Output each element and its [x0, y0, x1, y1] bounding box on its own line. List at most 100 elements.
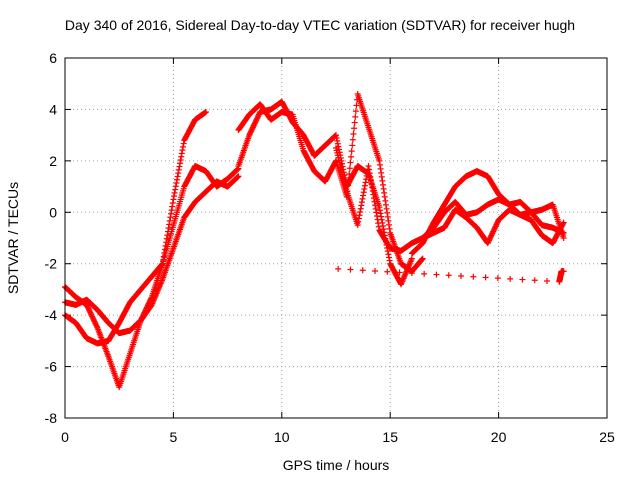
data-point — [174, 176, 181, 183]
data-point — [359, 195, 366, 202]
y-tick-label: -8 — [45, 410, 58, 426]
data-point — [170, 196, 177, 203]
data-point — [382, 197, 389, 204]
data-point — [371, 198, 378, 205]
data-point — [171, 193, 178, 200]
data-point — [347, 159, 354, 166]
data-point — [352, 108, 359, 115]
data-point — [373, 213, 380, 219]
y-tick-label: -2 — [45, 256, 58, 272]
x-tick-label: 20 — [491, 429, 507, 445]
data-point — [382, 201, 389, 208]
data-point — [158, 261, 165, 268]
data-point — [363, 172, 370, 179]
data-point — [470, 273, 477, 280]
data-point — [347, 266, 354, 273]
data-point — [360, 189, 367, 196]
data-point — [355, 215, 362, 222]
data-point — [169, 200, 176, 206]
data-point — [375, 223, 382, 230]
data-point — [175, 170, 182, 177]
data-point — [178, 153, 185, 160]
data-point — [178, 150, 185, 157]
data-point — [531, 277, 538, 284]
series-trace-a — [62, 109, 209, 391]
data-point — [346, 171, 353, 177]
data-point — [379, 177, 386, 184]
x-tick-label: 15 — [382, 429, 398, 445]
data-point — [172, 186, 179, 193]
series-trace-b — [62, 163, 242, 347]
x-tick-label: 5 — [170, 429, 178, 445]
data-point — [349, 142, 356, 149]
x-tick-label: 25 — [599, 429, 615, 445]
data-point — [560, 268, 567, 275]
data-point — [333, 132, 339, 139]
data-point — [173, 180, 180, 186]
x-axis-label: GPS time / hours — [283, 457, 390, 473]
data-point — [358, 199, 365, 206]
data-point — [560, 219, 567, 226]
data-point — [202, 109, 209, 115]
data-point — [356, 212, 363, 219]
data-point — [349, 136, 356, 143]
data-point — [384, 209, 391, 216]
y-axis-label: SDTVAR / TECUs — [5, 182, 21, 294]
y-tick-label: 0 — [49, 204, 57, 220]
data-point — [385, 254, 392, 261]
data-point — [360, 192, 367, 199]
data-point — [372, 202, 379, 209]
data-point — [365, 163, 372, 169]
data-point — [378, 169, 385, 176]
y-tick-label: 2 — [49, 153, 57, 169]
data-point — [482, 274, 489, 281]
data-point — [374, 216, 381, 223]
data-point — [334, 137, 341, 144]
data-point — [359, 267, 366, 274]
data-point — [377, 165, 384, 172]
chart-title: Day 340 of 2016, Sidereal Day-to-day VTE… — [65, 17, 575, 33]
data-point — [433, 271, 440, 278]
x-tick-label: 0 — [61, 429, 69, 445]
y-tick-label: 4 — [49, 101, 57, 117]
data-point — [419, 255, 426, 262]
data-point — [352, 113, 359, 120]
data-point — [375, 220, 382, 227]
data-point — [381, 193, 388, 200]
data-point — [174, 173, 181, 180]
data-point — [560, 220, 567, 227]
data-point — [408, 255, 415, 262]
data-point — [171, 189, 178, 196]
axis-ticks: 0 5 10 15 20 25 -8 -6 -4 -2 0 2 4 6 — [45, 50, 615, 445]
data-point — [350, 131, 357, 137]
data-point — [385, 221, 392, 228]
data-point — [175, 166, 182, 173]
data-point — [180, 140, 187, 147]
series-trace-i — [335, 265, 567, 285]
data-point — [372, 268, 379, 274]
data-point — [179, 147, 186, 154]
data-point — [177, 157, 184, 163]
data-point — [351, 125, 358, 132]
data-point — [348, 153, 355, 160]
data-point — [379, 223, 386, 229]
plot-frame — [64, 57, 608, 419]
data-point — [381, 189, 388, 196]
data-point — [172, 183, 179, 190]
y-tick-label: 6 — [49, 50, 57, 66]
data-point — [357, 205, 364, 212]
data-point — [165, 225, 172, 231]
data-point — [370, 195, 377, 202]
data-point — [176, 163, 183, 170]
data-point — [507, 275, 514, 282]
data-point — [372, 205, 379, 212]
data-point — [386, 225, 393, 232]
data-point — [367, 177, 374, 184]
data-point — [362, 179, 369, 186]
data-point — [361, 182, 368, 189]
data-point — [369, 188, 376, 194]
data-point — [378, 173, 385, 180]
data-point — [376, 204, 383, 211]
data-point — [494, 275, 501, 282]
